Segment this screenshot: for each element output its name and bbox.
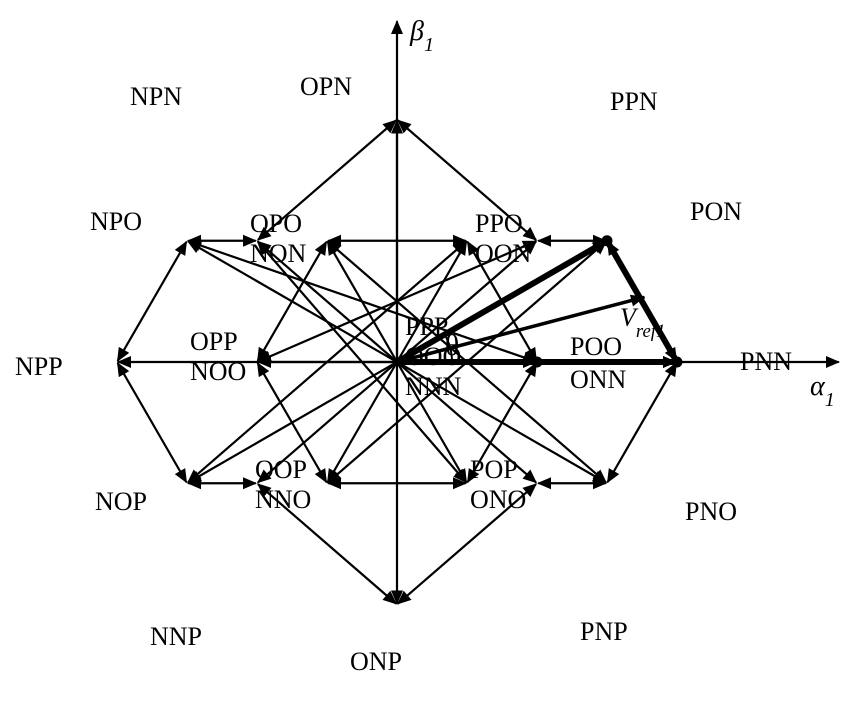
svg-text:NOP: NOP	[95, 487, 147, 516]
svg-text:NOO: NOO	[190, 357, 246, 386]
svg-text:POP: POP	[470, 455, 518, 484]
svg-text:OOP: OOP	[255, 455, 307, 484]
svg-text:POO: POO	[570, 332, 622, 361]
svg-text:Vref1: Vref1	[620, 303, 665, 342]
svg-text:PON: PON	[690, 197, 742, 226]
svg-text:ONN: ONN	[570, 365, 627, 394]
svg-text:α1: α1	[810, 371, 835, 411]
svg-text:PNN: PNN	[740, 347, 792, 376]
svg-text:OPN: OPN	[300, 72, 352, 101]
svg-text:PPO: PPO	[475, 209, 523, 238]
svg-text:PPP: PPP	[405, 312, 448, 341]
svg-text:NNP: NNP	[150, 622, 202, 651]
svg-text:PPN: PPN	[610, 87, 658, 116]
svg-text:NON: NON	[250, 239, 307, 268]
svg-text:NNN: NNN	[405, 372, 462, 401]
svg-text:β1: β1	[409, 16, 434, 56]
svg-text:ONO: ONO	[470, 485, 526, 514]
svg-text:OON: OON	[475, 239, 532, 268]
svg-text:OPP: OPP	[190, 327, 238, 356]
svg-text:ONP: ONP	[350, 647, 402, 676]
svg-text:OOO: OOO	[405, 342, 461, 371]
svg-text:OPO: OPO	[250, 209, 302, 238]
svg-text:NNO: NNO	[255, 485, 311, 514]
svg-text:NPN: NPN	[130, 82, 182, 111]
svg-text:NPO: NPO	[90, 207, 142, 236]
svg-text:PNP: PNP	[580, 617, 628, 646]
svg-text:NPP: NPP	[15, 352, 63, 381]
svg-text:PNO: PNO	[685, 497, 737, 526]
